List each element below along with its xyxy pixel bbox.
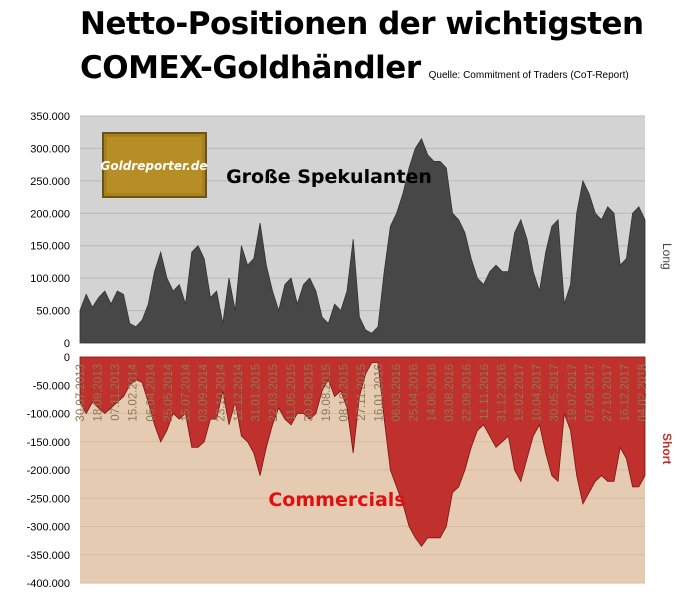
chart-title: Netto-Positionen der wichtigsten COMEX-G… — [80, 2, 680, 98]
long-series-label: Große Spekulanten — [226, 166, 432, 188]
short-series-label: Commercials — [268, 489, 405, 511]
x-tick-label: 27.11.2015 — [356, 364, 368, 421]
y-tick-label: 0 — [64, 352, 70, 364]
x-tick-label: 22.09.2016 — [461, 364, 473, 422]
y-tick-label: 250.000 — [30, 176, 70, 188]
x-tick-label: 30.06.2015 — [303, 364, 315, 422]
x-tick-label: 30.05.2017 — [549, 364, 561, 422]
y-tick-label: 50.000 — [36, 306, 70, 318]
x-tick-label: 04.02.2018 — [637, 364, 649, 422]
x-tick-label: 22.03.2015 — [268, 364, 280, 422]
x-tick-label: 15.02.2014 — [128, 363, 140, 421]
y-tick-labels: 350.000 300.000 250.000 200.000 150.000 100.0… — [27, 111, 70, 590]
y-tick-label: 300.000 — [30, 143, 70, 155]
y-tick-label: -300.000 — [27, 522, 70, 534]
x-tick-label: 23.10.2014 — [216, 363, 228, 421]
y-tick-label: -250.000 — [27, 493, 70, 505]
x-tick-label: 16.12.2017 — [619, 364, 631, 422]
x-tick-label: 31.12.2016 — [497, 364, 509, 422]
y-tick-label: 350.000 — [30, 111, 70, 123]
title-line-2-text: COMEX-Goldhändler — [80, 50, 421, 86]
y-tick-label: -50.000 — [33, 380, 70, 392]
y-tick-label: -100.000 — [27, 409, 70, 421]
short-area — [79, 356, 646, 547]
short-side-label: Short — [660, 433, 674, 464]
y-tick-label: -350.000 — [27, 550, 70, 562]
y-tick-label: -400.000 — [27, 578, 70, 590]
x-tick-label: 19.08.2015 — [321, 364, 333, 422]
x-tick-label: 12.12.2014 — [233, 363, 245, 421]
x-tick-label: 07.11.2013 — [110, 364, 122, 421]
x-tick-labels: 30.07.2013 18.09.2013 07.11.2013 15.02.2014… — [75, 363, 649, 421]
x-tick-label: 25.04.2016 — [409, 364, 421, 422]
long-side-label: Long — [660, 243, 674, 270]
x-tick-label: 03.08.2016 — [444, 364, 456, 422]
x-tick-label: 11.05.2015 — [286, 364, 298, 421]
series-areas — [79, 137, 646, 547]
x-tick-label: 11.11.2016 — [479, 364, 491, 420]
x-tick-label: 07.09.2017 — [584, 364, 596, 422]
logo-text: Goldreporter.de — [101, 159, 208, 173]
x-tick-label: 06.03.2016 — [391, 364, 403, 422]
title-line-1: Netto-Positionen der wichtigsten — [80, 6, 644, 42]
x-tick-label: 27.10.2017 — [602, 364, 614, 422]
x-tick-label: 10.04.2017 — [532, 364, 544, 422]
logo-badge: Goldreporter.de — [101, 132, 208, 198]
x-tick-label: 19.07.2017 — [567, 364, 579, 422]
source-note: Quelle: Commitment of Traders (CoT-Repor… — [428, 70, 629, 81]
y-tick-label: 100.000 — [30, 273, 70, 285]
y-tick-label: -150.000 — [27, 437, 70, 449]
title-line-2: COMEX-Goldhändler Quelle: Commitment of T… — [80, 46, 680, 98]
x-tick-label: 15.07.2014 — [180, 363, 192, 421]
x-tick-label: 08.10.2015 — [338, 364, 350, 422]
x-tick-label: 31.01.2015 — [251, 364, 263, 422]
y-tick-label: 0 — [64, 338, 70, 350]
y-tick-label: 200.000 — [30, 208, 70, 220]
y-tick-label: 150.000 — [30, 241, 70, 253]
x-tick-label: 18.09.2013 — [93, 364, 105, 422]
y-tick-label: -200.000 — [27, 465, 70, 477]
long-area — [79, 137, 646, 344]
x-tick-label: 14.06.2016 — [426, 364, 438, 422]
x-tick-label: 03.09.2014 — [198, 363, 210, 421]
x-tick-label: 25.05.2014 — [163, 363, 175, 421]
x-tick-label: 19.02.2017 — [514, 364, 526, 422]
x-tick-label: 16.01.2016 — [374, 364, 386, 422]
x-tick-label: 30.07.2013 — [75, 364, 87, 422]
x-tick-label: 06.04.2014 — [145, 363, 157, 421]
